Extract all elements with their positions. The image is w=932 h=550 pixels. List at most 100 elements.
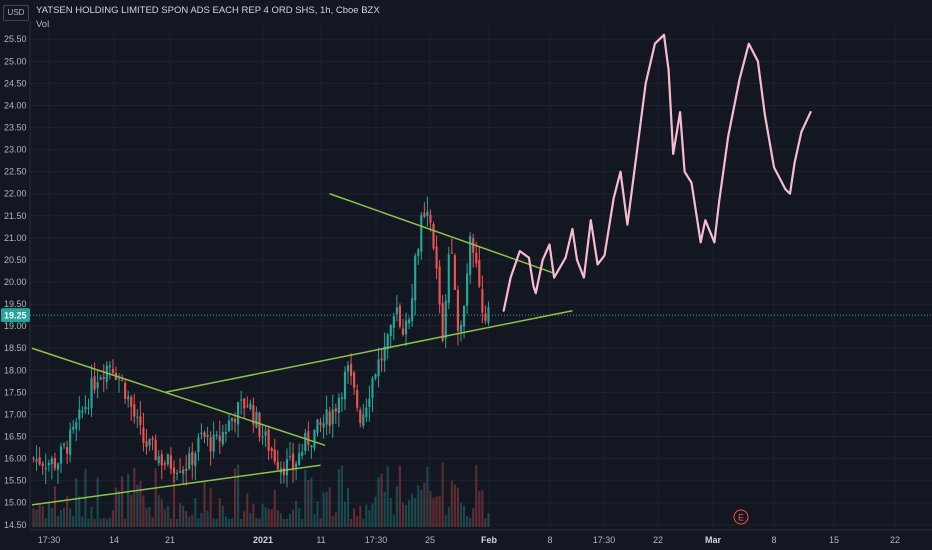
volume-bar [38, 505, 41, 527]
y-tick-label: 24.00 [4, 100, 27, 110]
currency-badge[interactable]: USD [3, 5, 29, 21]
candle-body [307, 431, 310, 445]
candle-body [377, 359, 380, 377]
volume-bar [255, 517, 258, 527]
x-tick-label: 21 [165, 535, 175, 545]
candle-body [185, 468, 188, 471]
candle-body [121, 379, 124, 381]
candle-body [325, 409, 328, 425]
volume-bar [87, 518, 90, 527]
candle-body [417, 249, 420, 257]
candle-body [420, 214, 423, 252]
candle-body [69, 429, 72, 455]
volume-bar [456, 487, 460, 527]
volume-bar [392, 515, 395, 527]
y-tick-label: 22.00 [4, 189, 27, 199]
volume-bar [304, 469, 307, 527]
candle-body [130, 396, 133, 407]
volume-bar [343, 501, 347, 527]
candle-body [32, 458, 35, 460]
volume-bar [380, 473, 383, 527]
candle-body [160, 454, 163, 466]
x-tick-label: Mar [705, 535, 722, 545]
volume-bar [420, 489, 423, 527]
volume-bar [32, 508, 35, 527]
volume-bar [81, 516, 84, 527]
candle-body [151, 438, 154, 440]
candle-body [334, 408, 337, 412]
candle-body [374, 374, 377, 379]
candle-body [475, 252, 478, 264]
candle-body [481, 289, 484, 313]
volume-bar [270, 509, 273, 527]
volume-bar [356, 515, 359, 527]
y-tick-label: 18.00 [4, 365, 27, 375]
volume-bar [435, 496, 438, 527]
volume-bar [44, 518, 47, 527]
x-tick-label: Feb [481, 535, 498, 545]
volume-bar [337, 469, 340, 527]
candle-body [41, 463, 44, 467]
candle-body [478, 260, 481, 287]
y-tick-label: 15.00 [4, 498, 27, 508]
candle-body [203, 432, 206, 437]
candle-body [224, 431, 227, 434]
candle-body [209, 437, 212, 452]
volume-bar [233, 468, 237, 527]
volume-bar [197, 518, 200, 527]
volume-bar [353, 508, 356, 527]
volume-bar [395, 486, 398, 527]
volume-bar [218, 498, 221, 527]
x-tick-label: 22 [653, 535, 663, 545]
volume-bar [374, 496, 377, 527]
candle-body [328, 411, 331, 427]
x-tick-label: 2021 [253, 535, 273, 545]
candle-body [212, 434, 215, 452]
price-badge [1, 308, 30, 323]
volume-bar [166, 506, 169, 527]
volume-bar [41, 505, 44, 527]
volume-bar [291, 509, 295, 527]
y-tick-label: 23.00 [4, 145, 27, 155]
volume-bar [108, 517, 111, 527]
volume-bar [212, 518, 215, 527]
volume-bar [438, 496, 441, 527]
candle-body [102, 377, 105, 379]
volume-bar [93, 518, 96, 527]
x-tick-label: 15 [829, 535, 839, 545]
volume-bar [404, 504, 408, 527]
y-tick-label: 17.00 [4, 409, 27, 419]
volume-bar [252, 503, 255, 527]
y-tick-label: 20.00 [4, 277, 27, 287]
candle-body [310, 445, 313, 448]
candle-body [38, 457, 41, 465]
volume-bar [475, 465, 478, 527]
volume-bar [209, 487, 212, 527]
volume-bar [279, 513, 282, 527]
x-tick-label: 17:30 [365, 535, 388, 545]
candle-body [136, 416, 139, 418]
volume-bar [172, 474, 176, 527]
volume-bar [142, 495, 145, 527]
y-tick-label: 23.50 [4, 123, 27, 133]
candle-body [411, 298, 414, 322]
volume-bar [285, 518, 289, 527]
volume-bar [462, 505, 466, 527]
x-tick-label: 8 [547, 535, 552, 545]
volume-bar [200, 512, 203, 527]
candle-body [316, 419, 319, 434]
candle-body [169, 455, 172, 470]
volume-bar [398, 465, 401, 527]
candle-body [466, 273, 469, 306]
volume-bar [117, 490, 121, 527]
candle-body [66, 447, 69, 454]
volume-bar [47, 502, 50, 527]
candle-body [56, 463, 60, 470]
volume-bar [432, 498, 435, 527]
candle-body [462, 305, 466, 327]
chart-legend: YATSEN HOLDING LIMITED SPON ADS EACH REP… [36, 5, 380, 30]
volume-bar [325, 491, 328, 527]
candle-body [295, 463, 298, 468]
volume-bar [102, 517, 105, 527]
